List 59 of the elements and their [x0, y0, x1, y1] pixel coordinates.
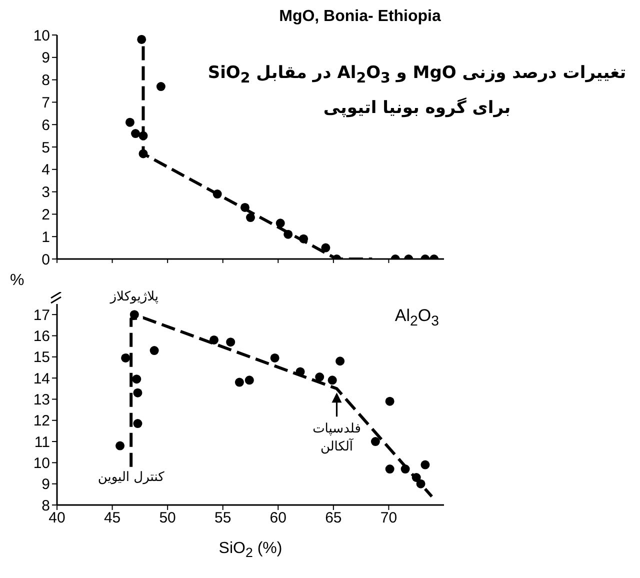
- point: [133, 419, 142, 428]
- x-tick-label: 55: [214, 510, 232, 527]
- point: [116, 441, 125, 450]
- point: [276, 218, 285, 228]
- y-tick-label: 13: [33, 392, 50, 409]
- point: [133, 388, 142, 398]
- x-tick-label: 50: [159, 510, 176, 527]
- y-tick-label: 15: [33, 349, 50, 366]
- chart-title: MgO, Bonia- Ethiopia: [278, 8, 442, 26]
- y-tick-label: 0: [42, 251, 50, 268]
- y-tick-label: 17: [33, 306, 50, 324]
- x-tick-label: 70: [380, 510, 398, 527]
- y-tick-label: 10: [33, 455, 50, 472]
- y-tick-label: 9: [42, 50, 50, 67]
- point: [385, 464, 394, 474]
- point: [370, 437, 380, 446]
- point: [270, 353, 280, 362]
- x-tick-label: 60: [270, 510, 286, 527]
- annotation: فلدسپات آلکالن: [312, 422, 361, 455]
- x-tick-label: 65: [325, 510, 342, 527]
- point: [132, 374, 142, 384]
- y-tick-label: 8: [42, 72, 50, 90]
- annotation: کنترل الیوین: [98, 470, 166, 485]
- point: [156, 82, 166, 92]
- point: [125, 118, 134, 127]
- point: [244, 376, 254, 385]
- y-tick-label: 8: [42, 497, 50, 514]
- point: [131, 129, 140, 138]
- y-tick-label: 6: [42, 116, 50, 134]
- x-tick-label: 45: [104, 510, 121, 527]
- point: [210, 335, 219, 344]
- y-tick-label: 5: [42, 139, 50, 156]
- annotation: پلاژیوکلاز: [109, 290, 159, 305]
- point: [385, 396, 394, 406]
- point: [328, 376, 337, 385]
- annotation: Al$_{2}$O$_{3}$: [394, 306, 439, 330]
- y-tick-label: 2: [42, 206, 50, 224]
- point: [336, 356, 345, 366]
- y-tick-label: 3: [42, 184, 50, 202]
- point: [246, 213, 255, 222]
- y-tick-label: 7: [42, 94, 50, 112]
- point: [137, 35, 146, 44]
- y-tick-label: 11: [34, 434, 50, 451]
- point: [420, 460, 430, 470]
- y-tick-label: 1: [42, 228, 50, 246]
- point: [150, 346, 159, 356]
- point: [121, 353, 130, 362]
- point: [226, 338, 236, 347]
- y-tick-label: 16: [33, 328, 50, 346]
- y-tick-label: 4: [42, 162, 50, 179]
- y-tick-label: 9: [42, 476, 50, 494]
- x-axis-title: SiO$_{2}$ (%): [218, 540, 284, 560]
- point: [315, 372, 324, 382]
- y-tick-label: 14: [33, 370, 50, 388]
- point: [234, 378, 244, 387]
- y-tick-label: 12: [33, 412, 50, 430]
- x-tick-label: 40: [48, 510, 66, 527]
- y-axis-title: %: [10, 272, 24, 290]
- y-tick-label: 10: [33, 27, 50, 44]
